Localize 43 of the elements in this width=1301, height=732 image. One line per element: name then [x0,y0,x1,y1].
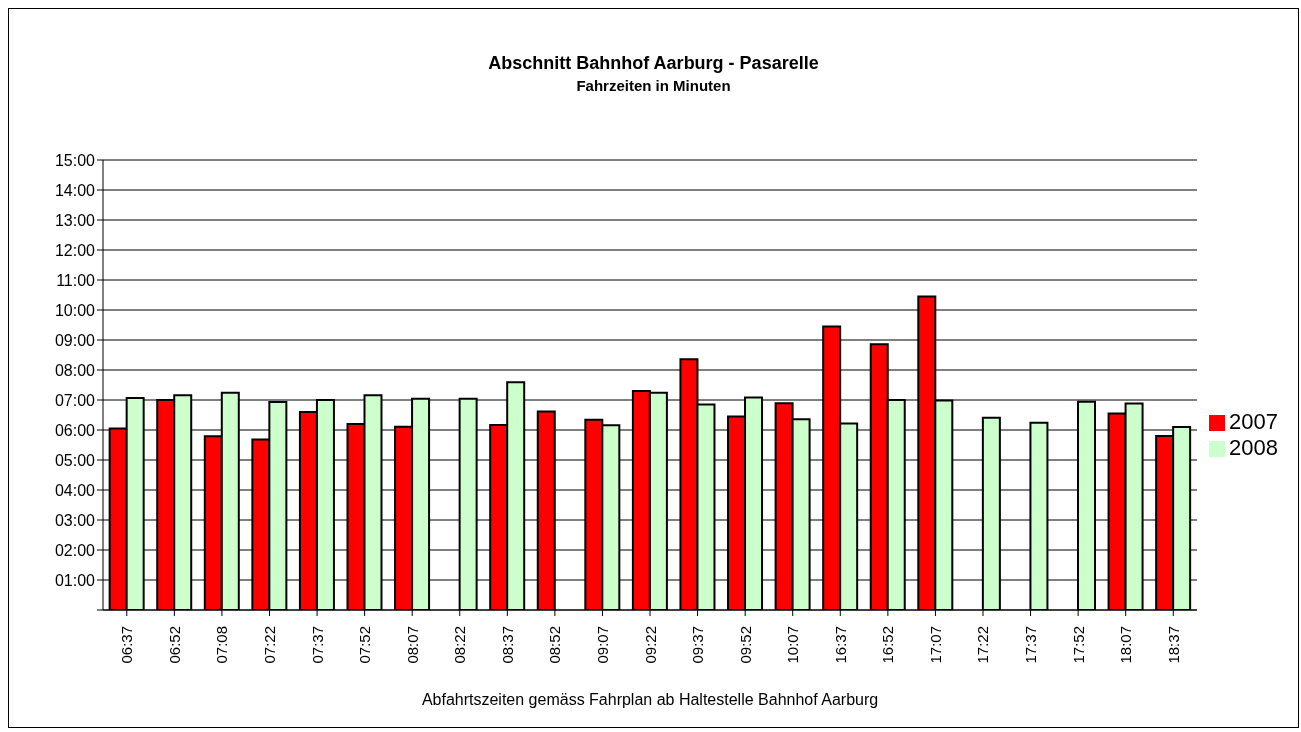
x-tick-label: 09:07 [593,626,611,664]
y-tick-label: 05:00 [54,451,96,469]
x-tick-label: 17:52 [1069,626,1087,664]
x-tick-label: 08:22 [451,626,469,664]
x-tick-label: 10:07 [784,626,802,664]
x-tick-label: 18:37 [1164,626,1182,664]
x-tick-label: 06:52 [165,626,183,664]
chart-title: Abschnitt Bahnhof Aarburg - Pasarelle [487,53,820,74]
y-tick-label: 09:00 [54,331,96,349]
y-tick-label: 10:00 [54,301,96,319]
legend-label: 2007 [1229,409,1278,434]
x-tick-label: 16:52 [879,626,897,664]
y-tick-label: 03:00 [54,511,96,529]
y-tick-label: 14:00 [54,181,96,199]
x-tick-label: 17:22 [974,626,992,664]
legend-label: 2008 [1229,435,1278,460]
y-tick-label: 12:00 [54,241,96,259]
y-tick-label: 07:00 [54,391,96,409]
y-tick-label: 13:00 [54,211,96,229]
x-tick-label: 06:37 [118,626,136,664]
x-tick-label: 07:52 [356,626,374,664]
x-tick-label: 16:37 [831,626,849,664]
x-axis-title: Abfahrtszeiten gemäss Fahrplan ab Haltestelle Bahnhof Aarburg [421,691,879,708]
y-tick-label: 15:00 [54,151,96,169]
x-tick-label: 17:07 [926,626,944,664]
x-tick-label: 09:52 [736,626,754,664]
x-tick-label: 09:22 [641,626,659,664]
y-tick-label: 04:00 [54,481,96,499]
x-tick-label: 07:22 [260,626,278,664]
x-tick-label: 07:08 [213,626,231,664]
y-tick-label: 06:00 [54,421,96,439]
x-tick-label: 08:37 [498,626,516,664]
x-tick-label: 18:07 [1117,626,1135,664]
y-tick-label: 01:00 [54,571,96,589]
x-tick-label: 07:37 [308,626,326,664]
x-tick-label: 08:07 [403,626,421,664]
chart-subtitle: Fahrzeiten in Minuten [575,77,732,94]
x-tick-label: 17:37 [1022,626,1040,664]
x-tick-label: 08:52 [546,626,564,664]
x-tick-label: 09:37 [689,626,707,664]
y-tick-label: 08:00 [54,361,96,379]
y-tick-label: 02:00 [54,541,96,559]
y-tick-label: 11:00 [56,271,96,289]
